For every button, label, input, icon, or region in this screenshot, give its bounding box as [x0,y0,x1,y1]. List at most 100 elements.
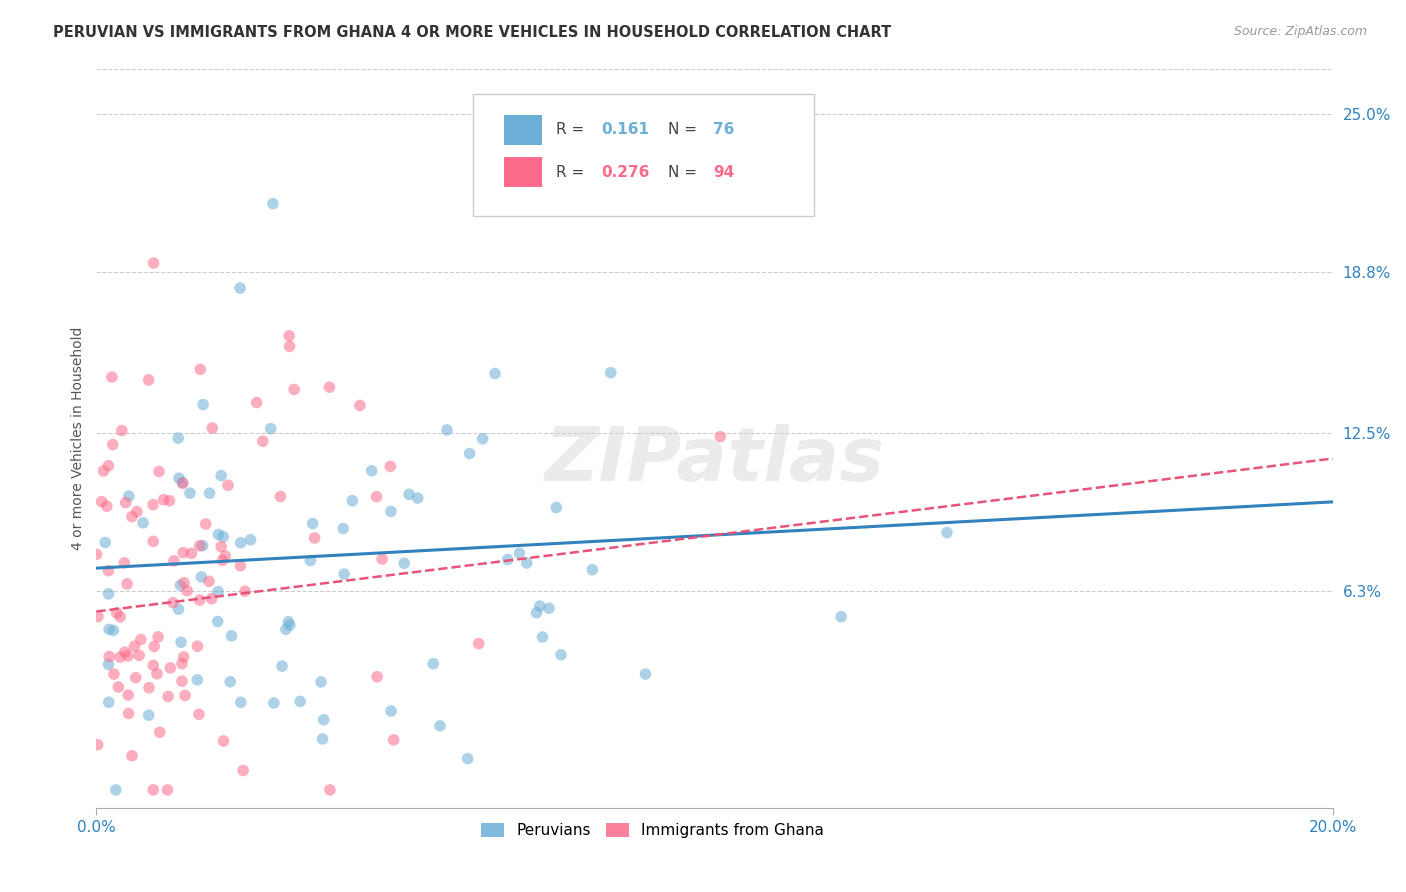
Point [98,649,121,664]
Point [191,398,214,412]
Point [188,707,211,722]
Point [214,549,236,563]
Point [125,505,148,519]
Point [550,648,572,662]
Point [830,609,852,624]
Point [283,383,305,397]
Point [233,584,256,599]
Point [229,536,252,550]
FancyBboxPatch shape [505,115,541,145]
Point [97,587,120,601]
Point [156,783,179,797]
Point [125,671,148,685]
Legend: Peruvians, Immigrants from Ghana: Peruvians, Immigrants from Ghana [475,817,831,845]
Point [422,657,444,671]
Text: 0.276: 0.276 [600,164,650,179]
Point [170,674,193,689]
Point [207,584,229,599]
Text: ZIPatlas: ZIPatlas [544,424,884,497]
Point [104,783,127,797]
Point [467,637,489,651]
Point [278,618,301,632]
Point [146,630,169,644]
Point [537,601,560,615]
Point [290,694,312,708]
Point [148,465,170,479]
Point [211,553,233,567]
Point [186,639,208,653]
Point [301,516,323,531]
Text: R =: R = [557,164,589,179]
Point [209,468,232,483]
Point [159,661,181,675]
FancyBboxPatch shape [474,95,814,217]
Point [309,675,332,690]
Point [371,552,394,566]
Point [200,591,222,606]
Point [219,674,242,689]
Point [259,422,281,436]
Point [516,556,538,570]
Point [246,395,269,409]
Point [142,256,165,270]
Point [115,577,138,591]
Point [167,471,190,485]
Point [186,673,208,687]
Point [174,689,197,703]
Point [318,380,340,394]
Point [129,632,152,647]
Point [132,516,155,530]
Point [86,738,108,752]
Point [111,424,134,438]
Point [332,521,354,535]
Point [198,486,221,500]
Point [142,534,165,549]
Point [529,599,551,614]
Point [117,648,139,663]
Point [142,783,165,797]
Point [239,533,262,547]
Point [333,567,356,582]
Point [599,366,621,380]
Point [117,706,139,721]
Point [229,695,252,709]
Point [263,696,285,710]
Point [194,516,217,531]
Point [546,500,568,515]
Point [86,548,108,562]
Point [380,459,402,474]
Point [138,373,160,387]
Point [170,635,193,649]
Point [114,495,136,509]
Point [108,650,131,665]
Point [232,764,254,778]
Point [162,596,184,610]
Point [278,328,301,343]
Point [97,695,120,709]
Text: 0.161: 0.161 [600,122,648,137]
Text: 94: 94 [713,164,735,179]
Point [360,464,382,478]
Point [191,539,214,553]
Point [142,498,165,512]
Point [112,556,135,570]
Point [496,552,519,566]
Point [98,623,121,637]
Point [311,731,333,746]
Point [198,574,221,589]
Text: PERUVIAN VS IMMIGRANTS FROM GHANA 4 OR MORE VEHICLES IN HOUSEHOLD CORRELATION CH: PERUVIAN VS IMMIGRANTS FROM GHANA 4 OR M… [53,25,891,40]
Point [176,583,198,598]
Point [499,196,522,211]
Point [262,196,284,211]
Point [319,783,342,797]
Point [143,640,166,654]
Point [87,609,110,624]
Point [634,667,657,681]
Point [458,446,481,460]
Point [128,648,150,663]
Point [380,504,402,518]
Text: R =: R = [557,122,589,137]
Point [101,370,124,384]
Point [508,546,530,560]
Point [229,281,252,295]
